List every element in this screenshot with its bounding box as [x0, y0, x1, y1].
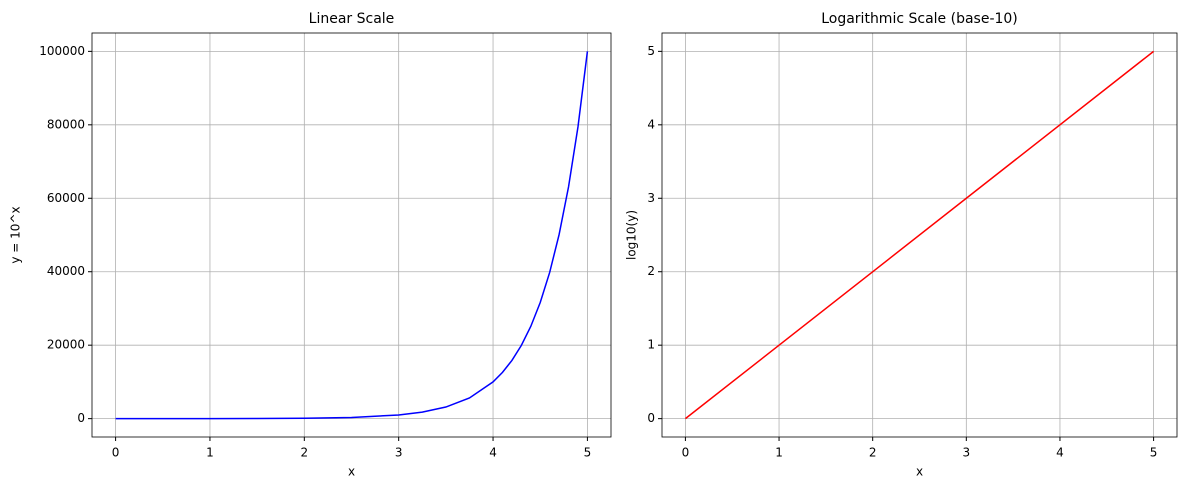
x-tick-label: 1: [206, 446, 214, 460]
x-tick-label: 2: [869, 446, 877, 460]
x-tick-label: 1: [775, 446, 783, 460]
x-axis-label: x: [916, 465, 923, 479]
y-tick-label: 0: [647, 411, 655, 425]
y-tick-label: 1: [647, 338, 655, 352]
y-axis-label: log10(y): [625, 210, 639, 260]
y-tick-label: 0: [77, 411, 85, 425]
x-tick-label: 0: [112, 446, 120, 460]
y-tick-label: 3: [647, 191, 655, 205]
chart-title: Logarithmic Scale (base-10): [821, 11, 1018, 27]
data-line: [684, 50, 1155, 420]
plot-frame: [91, 32, 612, 438]
x-tick-label: 5: [1150, 446, 1158, 460]
y-tick-label: 80000: [47, 117, 85, 131]
x-tick-label: 2: [300, 446, 308, 460]
x-tick-label: 4: [1056, 446, 1064, 460]
x-tick-label: 5: [584, 446, 592, 460]
y-tick-label: 5: [647, 44, 655, 58]
data-line: [115, 51, 589, 420]
y-tick-label: 20000: [47, 338, 85, 352]
y-tick-label: 2: [647, 264, 655, 278]
y-axis-label: y = 10^x: [9, 206, 23, 263]
y-tick-label: 60000: [47, 191, 85, 205]
plot-frame: [661, 32, 1178, 438]
y-tick-label: 100000: [39, 44, 85, 58]
x-tick-label: 4: [489, 446, 497, 460]
chart-title: Linear Scale: [309, 11, 395, 27]
y-tick-label: 4: [647, 117, 655, 131]
y-tick-label: 40000: [47, 264, 85, 278]
x-tick-label: 3: [395, 446, 403, 460]
x-tick-label: 3: [962, 446, 970, 460]
x-axis-label: x: [348, 465, 355, 479]
x-tick-label: 0: [682, 446, 690, 460]
